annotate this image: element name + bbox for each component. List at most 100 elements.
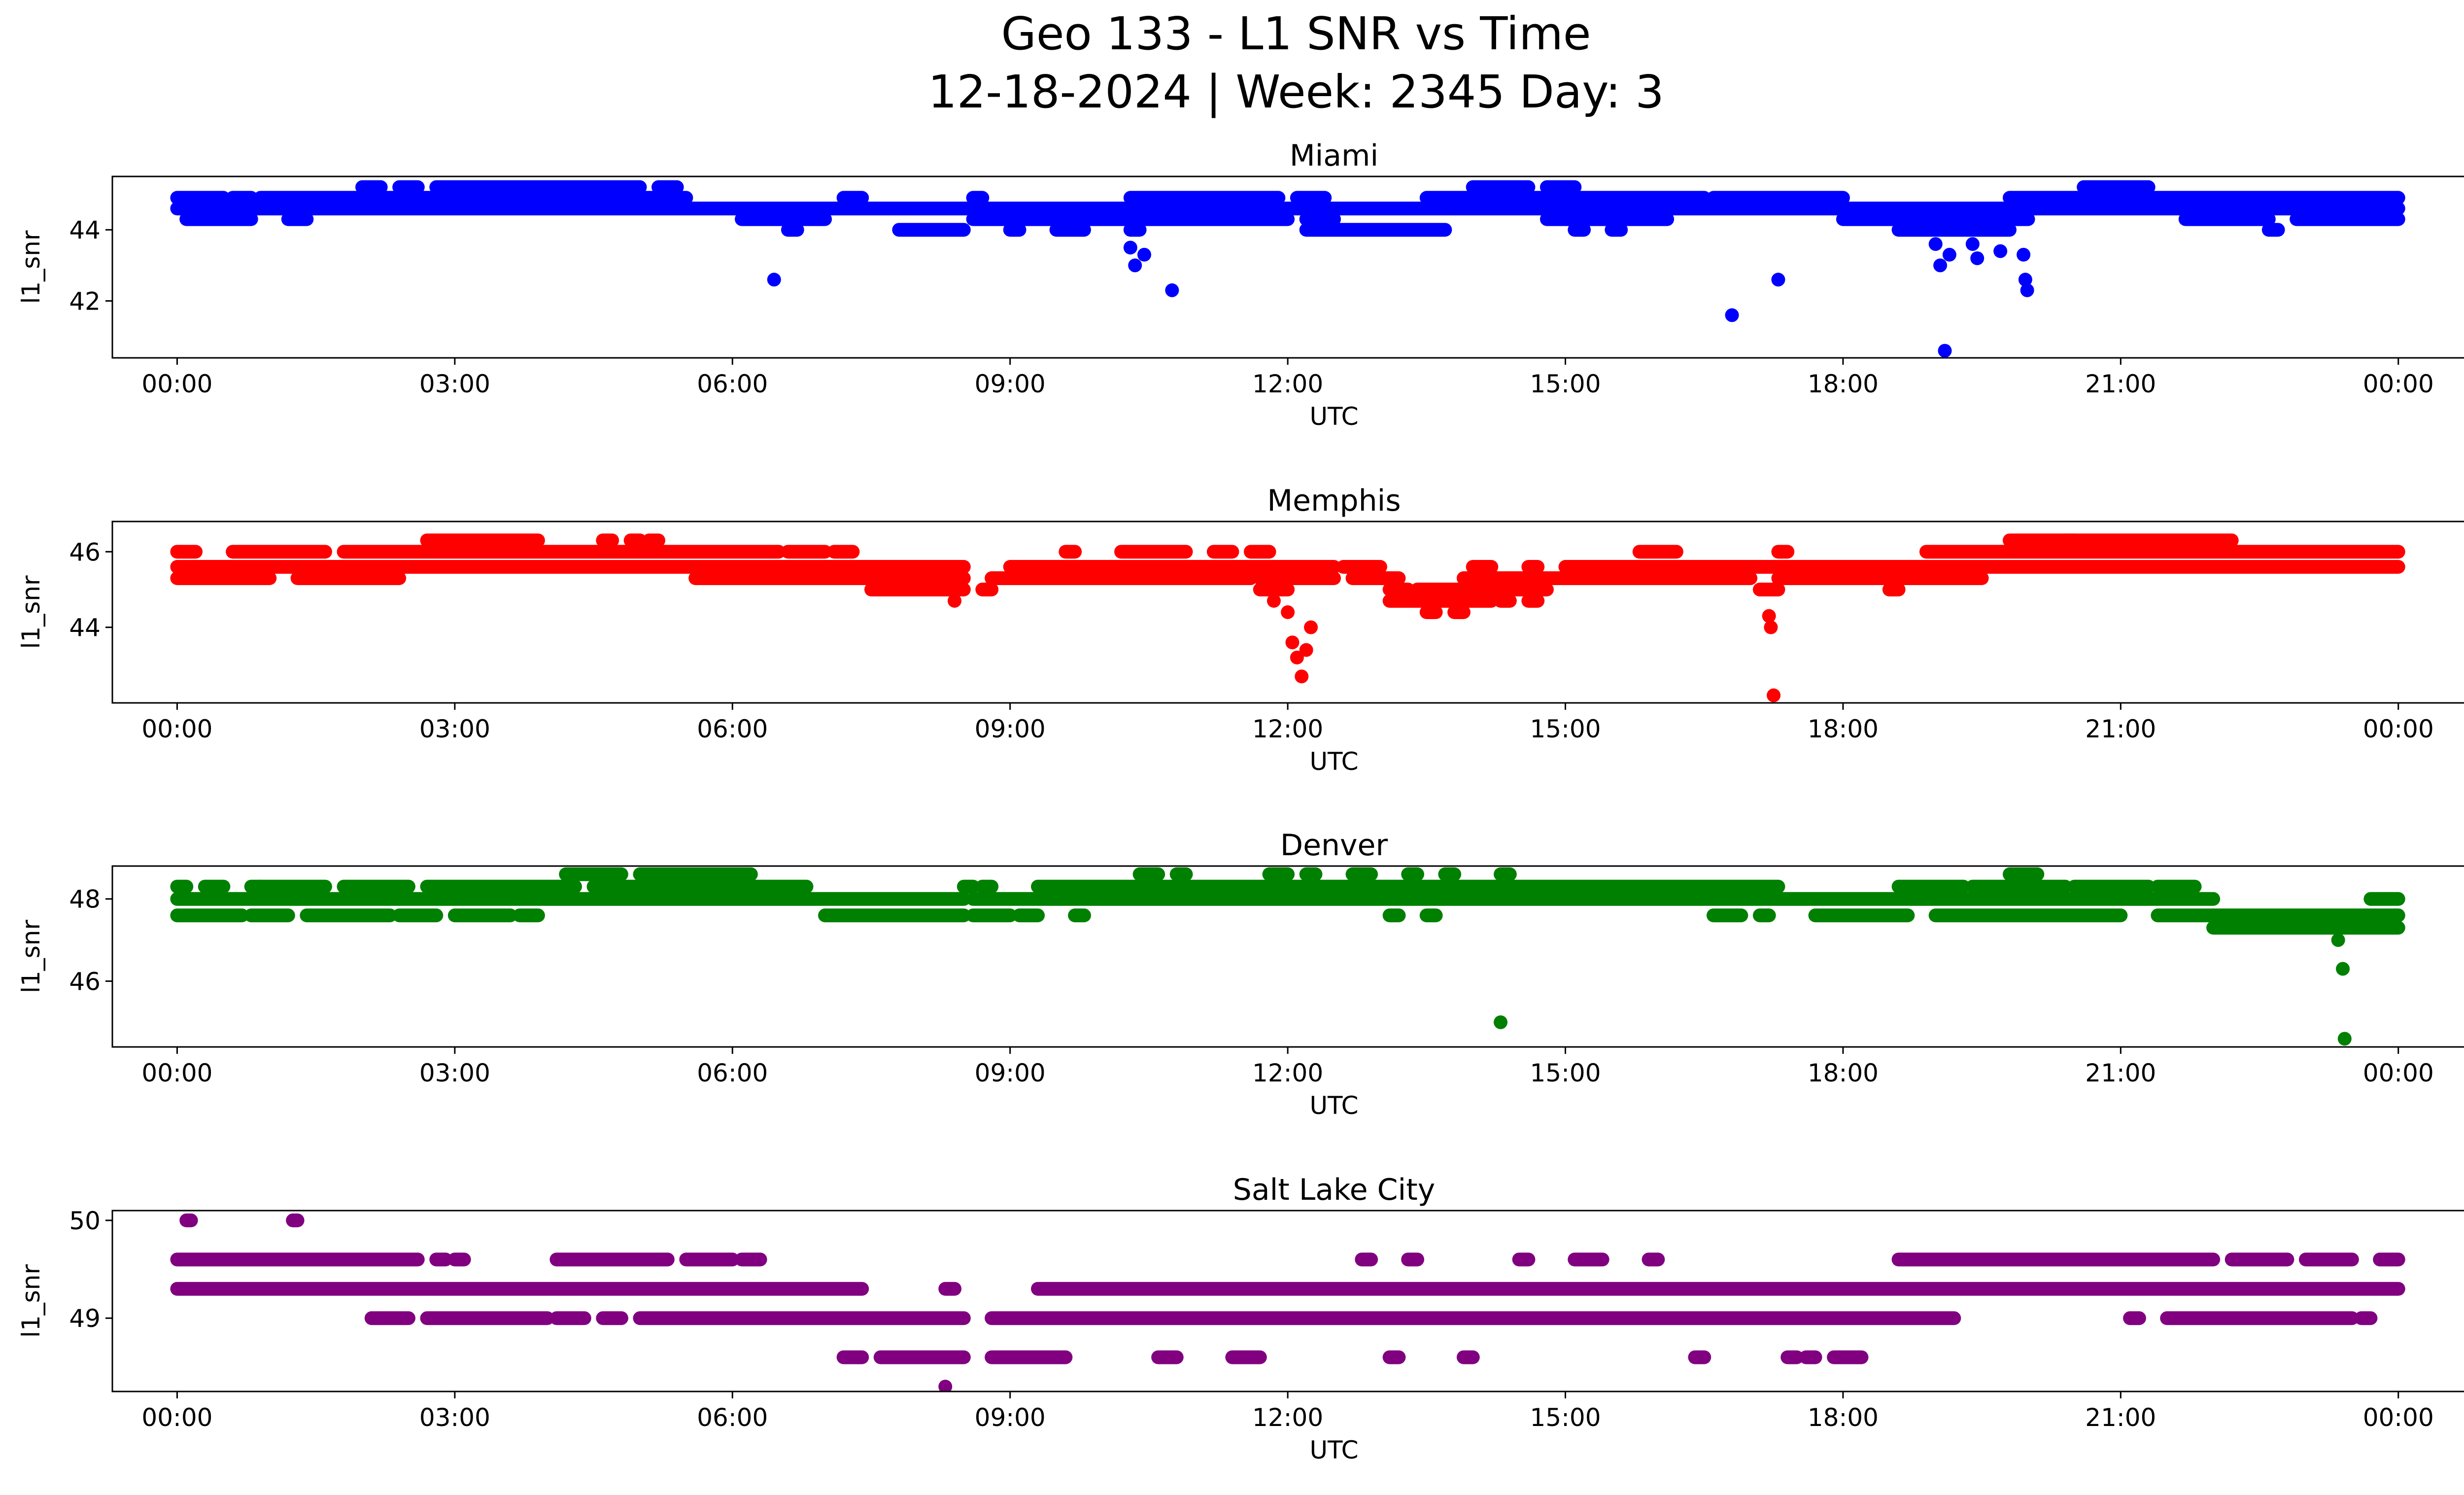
x-tick-label: 12:00 <box>1252 1059 1323 1087</box>
x-tick-label: 09:00 <box>975 1059 1046 1087</box>
subplot-title: Denver <box>1280 828 1388 863</box>
x-tick-label: 06:00 <box>697 370 768 398</box>
y-axis-label: l1_snr <box>17 1264 45 1338</box>
x-tick-label: 00:00 <box>2363 1403 2434 1432</box>
subplot-memphis: Memphis 00:00 03:00 06:00 09:00 12:00 15:00 18:… <box>17 484 2464 776</box>
axes-frame <box>111 175 2464 359</box>
x-tick-label: 00:00 <box>2363 715 2434 743</box>
y-axis-label: l1_snr <box>17 230 45 304</box>
data-point <box>2017 247 2031 262</box>
data-point <box>540 201 554 215</box>
y-tick-label: 46 <box>69 968 101 996</box>
x-tick-label: 18:00 <box>1808 1059 1879 1087</box>
y-tick-label: 48 <box>69 885 101 914</box>
x-tick-label: 03:00 <box>419 1059 490 1087</box>
data-point <box>1165 283 1179 297</box>
x-tick-label: 12:00 <box>1252 715 1323 743</box>
x-tick-label: 12:00 <box>1252 1403 1323 1432</box>
data-point <box>1299 643 1313 657</box>
x-tick-label: 21:00 <box>2085 370 2156 398</box>
data-point <box>1137 247 1152 262</box>
data-point <box>1494 1015 1508 1029</box>
y-tick-label: 44 <box>69 216 101 244</box>
data-point <box>948 594 962 608</box>
x-axis-label: UTC <box>1309 747 1358 776</box>
x-axis-label: UTC <box>1309 1436 1358 1464</box>
data-point <box>1123 241 1137 255</box>
subplot-denver: Denver 00:00 03:00 06:00 09:00 12:00 15:00 18:0… <box>17 828 2464 1120</box>
subplot-title: Salt Lake City <box>1233 1173 1436 1207</box>
x-tick-label: 06:00 <box>697 1403 768 1432</box>
data-point <box>1128 258 1142 273</box>
y-tick-label: 46 <box>69 538 101 566</box>
data-point <box>1295 669 1309 684</box>
subplot-miami: Miami 00:00 03:00 06:00 09:00 12:00 15:00 18:00… <box>17 139 2464 431</box>
axes-frame <box>111 865 2464 1048</box>
x-tick-label: 00:00 <box>141 715 212 743</box>
data-point <box>596 201 610 215</box>
x-tick-label: 09:00 <box>975 715 1046 743</box>
x-tick-label: 21:00 <box>2085 1059 2156 1087</box>
data-point <box>2020 283 2034 297</box>
figure-title-line1: Geo 133 - L1 SNR vs Time <box>1001 7 1591 60</box>
y-tick-label: 42 <box>69 287 101 316</box>
subplot-title: Memphis <box>1267 484 1401 518</box>
x-tick-label: 15:00 <box>1530 715 1601 743</box>
data-point <box>1285 635 1300 650</box>
data-point <box>1725 308 1739 322</box>
x-tick-label: 09:00 <box>975 370 1046 398</box>
x-tick-label: 00:00 <box>141 1403 212 1432</box>
x-tick-label: 18:00 <box>1808 715 1879 743</box>
data-point <box>1993 244 2008 258</box>
x-tick-label: 15:00 <box>1530 370 1601 398</box>
data-point <box>1266 594 1281 608</box>
axes-frame <box>111 1210 2464 1392</box>
data-point <box>1281 605 1295 619</box>
data-point <box>1771 273 1785 287</box>
x-tick-label: 15:00 <box>1530 1403 1601 1432</box>
data-point <box>1933 258 1948 273</box>
x-tick-label: 18:00 <box>1808 370 1879 398</box>
data-point <box>1965 237 1980 251</box>
data-point <box>1764 620 1778 634</box>
x-tick-label: 06:00 <box>697 1059 768 1087</box>
data-point <box>1942 247 1956 262</box>
y-tick-label: 50 <box>69 1207 101 1235</box>
data-point <box>767 273 781 287</box>
data-point <box>1762 609 1776 623</box>
data-point <box>568 201 582 215</box>
data-point <box>1290 651 1304 664</box>
x-axis-label: UTC <box>1309 1091 1358 1120</box>
y-tick-label: 44 <box>69 614 101 642</box>
x-tick-label: 18:00 <box>1808 1403 1879 1432</box>
x-tick-label: 06:00 <box>697 715 768 743</box>
x-tick-label: 09:00 <box>975 1403 1046 1432</box>
figure-title-line2: 12-18-2024 | Week: 2345 Day: 3 <box>928 66 1664 118</box>
data-point <box>1928 237 1943 251</box>
y-axis-label: l1_snr <box>17 575 45 649</box>
x-tick-label: 00:00 <box>141 1059 212 1087</box>
subplot-title: Miami <box>1290 139 1378 173</box>
data-point <box>2018 273 2032 287</box>
data-point <box>1304 620 1318 634</box>
x-axis-label: UTC <box>1309 402 1358 431</box>
x-tick-label: 00:00 <box>141 370 212 398</box>
axes-frame <box>111 521 2464 704</box>
subplot-salt-lake-city: Salt Lake City 00:00 03:00 06:00 09:00 12:00 1… <box>17 1173 2464 1464</box>
x-tick-label: 12:00 <box>1252 370 1323 398</box>
x-tick-label: 03:00 <box>419 1403 490 1432</box>
series-points <box>170 867 2405 1046</box>
y-axis-label: l1_snr <box>17 920 45 993</box>
series-points <box>170 180 2405 358</box>
y-tick-label: 49 <box>69 1304 101 1333</box>
data-point <box>938 1380 953 1391</box>
x-tick-label: 00:00 <box>2363 1059 2434 1087</box>
data-point <box>2337 1032 2352 1046</box>
x-tick-label: 21:00 <box>2085 1403 2156 1432</box>
x-tick-label: 03:00 <box>419 715 490 743</box>
x-tick-label: 00:00 <box>2363 370 2434 398</box>
data-point <box>1938 344 1952 358</box>
data-point <box>1767 688 1781 702</box>
x-tick-label: 15:00 <box>1530 1059 1601 1087</box>
